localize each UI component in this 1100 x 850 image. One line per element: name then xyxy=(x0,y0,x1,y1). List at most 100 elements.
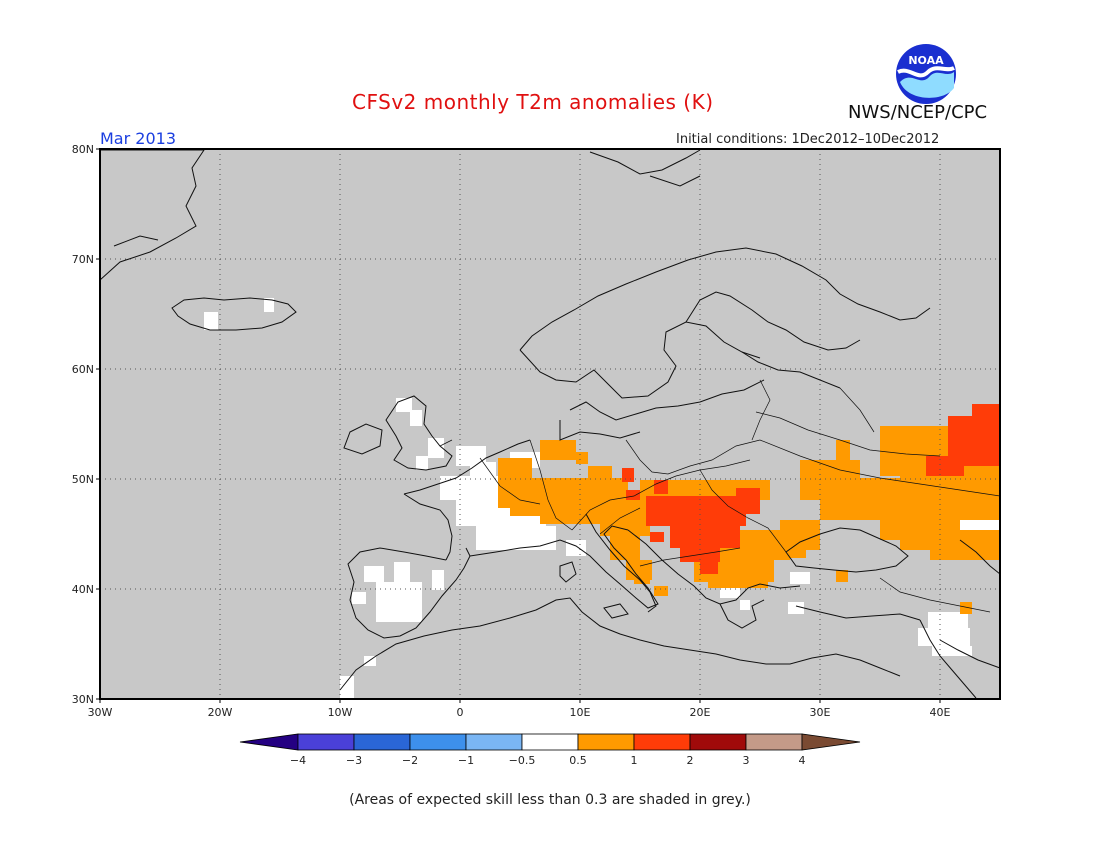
anomaly-cell-warm2 xyxy=(926,456,964,476)
anomaly-cell-warm1 xyxy=(498,458,532,478)
anomaly-cell-neutral xyxy=(932,646,972,656)
noaa-logo-text: NOAA xyxy=(908,54,944,67)
colorbar-label: −3 xyxy=(346,754,362,767)
colorbar-labels: −4 −3 −2 −1 −0.5 0.5 1 2 3 4 xyxy=(290,754,806,767)
anomaly-cell-warm2 xyxy=(646,496,746,526)
lon-label: 40E xyxy=(930,706,951,719)
colorbar-segment xyxy=(521,733,579,751)
anomaly-cell-neutral xyxy=(788,602,804,614)
anomaly-cell-neutral xyxy=(364,566,384,582)
anomaly-cell-warm2 xyxy=(948,416,1000,440)
colorbar-label: −1 xyxy=(458,754,474,767)
anomaly-cell-warm1 xyxy=(930,530,1000,560)
noaa-logo: NOAA xyxy=(896,44,956,104)
anomaly-cell-neutral xyxy=(456,446,486,466)
anomaly-cell-warm1 xyxy=(708,578,768,588)
anomaly-cell-warm1 xyxy=(960,602,972,614)
noaa-logo-bird xyxy=(900,72,954,98)
latitude-labels: 80N 70N 60N 50N 40N 30N xyxy=(72,143,100,706)
anomaly-cell-neutral xyxy=(476,526,556,550)
anomaly-cell-warm1 xyxy=(634,574,650,584)
colorbar-segment xyxy=(297,733,355,751)
forecast-month: Mar 2013 xyxy=(100,129,176,148)
anomaly-cell-neutral xyxy=(440,476,498,500)
coastlines xyxy=(99,149,1001,699)
colorbar-segment xyxy=(745,733,803,751)
anomaly-cell-neutral xyxy=(470,462,496,476)
lat-label: 40N xyxy=(72,583,94,596)
anomaly-cells xyxy=(204,298,1000,698)
colorbar-label: 2 xyxy=(687,754,694,767)
anomaly-cell-neutral xyxy=(740,600,750,610)
anomaly-cell-warm1 xyxy=(780,520,820,550)
anomaly-cell-neutral xyxy=(410,410,422,426)
anomaly-cell-neutral xyxy=(340,676,354,698)
colorbar-label: −0.5 xyxy=(509,754,536,767)
map-frame xyxy=(99,148,1001,700)
anomaly-cell-neutral xyxy=(928,612,968,632)
anomaly-cell-warm1 xyxy=(836,440,850,460)
colorbar-segment xyxy=(577,733,635,751)
colorbar-label: 3 xyxy=(743,754,750,767)
lon-label: 20W xyxy=(208,706,233,719)
anomaly-cell-neutral xyxy=(394,562,410,586)
anomaly-cell-warm1 xyxy=(540,440,576,460)
initial-conditions: Initial conditions: 1Dec2012–10Dec2012 xyxy=(676,132,940,147)
anomaly-cell-neutral xyxy=(432,570,444,590)
colorbar-segment xyxy=(409,733,467,751)
lat-label: 60N xyxy=(72,363,94,376)
colorbar-segment xyxy=(633,733,691,751)
anomaly-cell-neutral xyxy=(790,572,810,584)
anomaly-cell-warm2 xyxy=(670,524,740,548)
colorbar-segment xyxy=(465,733,523,751)
colorbar-arrow-low xyxy=(239,733,299,751)
anomaly-cell-warm2 xyxy=(972,404,1000,418)
colorbar-label: 0.5 xyxy=(569,754,587,767)
colorbar-segments xyxy=(239,733,861,751)
lat-label: 30N xyxy=(72,693,94,706)
lon-label: 30W xyxy=(88,706,113,719)
anomaly-cell-warm2 xyxy=(746,500,760,514)
lon-label: 20E xyxy=(690,706,711,719)
anomaly-cell-warm2 xyxy=(626,490,640,500)
anomaly-cell-neutral xyxy=(352,592,366,604)
colorbar-label: −4 xyxy=(290,754,306,767)
anomaly-cell-neutral xyxy=(566,540,586,556)
skill-note: (Areas of expected skill less than 0.3 a… xyxy=(349,792,751,808)
colorbar-arrow-high xyxy=(801,733,861,751)
anomaly-cell-neutral xyxy=(428,438,444,458)
anomaly-cell-neutral xyxy=(204,312,218,330)
colorbar: −4 −3 −2 −1 −0.5 0.5 1 2 3 4 xyxy=(239,733,861,767)
anomaly-cell-warm1 xyxy=(576,452,588,464)
chart-title: CFSv2 monthly T2m anomalies (K) xyxy=(352,90,714,114)
lat-label: 50N xyxy=(72,473,94,486)
colorbar-label: 1 xyxy=(631,754,638,767)
colorbar-label: −2 xyxy=(402,754,418,767)
colorbar-segment xyxy=(353,733,411,751)
colorbar-segment xyxy=(689,733,747,751)
lat-label: 70N xyxy=(72,253,94,266)
colorbar-label: 4 xyxy=(799,754,806,767)
anomaly-cell-warm2 xyxy=(700,562,718,574)
anomaly-cell-neutral xyxy=(264,298,274,312)
anomaly-cell-warm1 xyxy=(654,586,668,596)
lon-label: 30E xyxy=(810,706,831,719)
lon-label: 0 xyxy=(457,706,464,719)
anomaly-cell-warm2 xyxy=(622,468,634,482)
anomaly-cell-warm1 xyxy=(588,466,612,482)
anomaly-cell-neutral xyxy=(416,456,428,470)
anomaly-cell-warm2 xyxy=(650,532,664,542)
lat-label: 80N xyxy=(72,143,94,156)
lon-label: 10E xyxy=(570,706,591,719)
anomaly-cell-warm1 xyxy=(836,570,848,582)
anomaly-cell-warm1 xyxy=(814,466,834,482)
anomaly-cell-neutral xyxy=(376,582,422,622)
anomaly-cell-neutral xyxy=(364,656,376,666)
longitude-labels: 30W 20W 10W 0 10E 20E 30E 40E xyxy=(88,699,951,719)
anomaly-cell-warm1 xyxy=(600,510,650,536)
lon-label: 10W xyxy=(328,706,353,719)
anomaly-cell-warm1 xyxy=(880,520,900,540)
map-background xyxy=(100,149,1000,699)
agency-label: NWS/NCEP/CPC xyxy=(848,102,988,123)
